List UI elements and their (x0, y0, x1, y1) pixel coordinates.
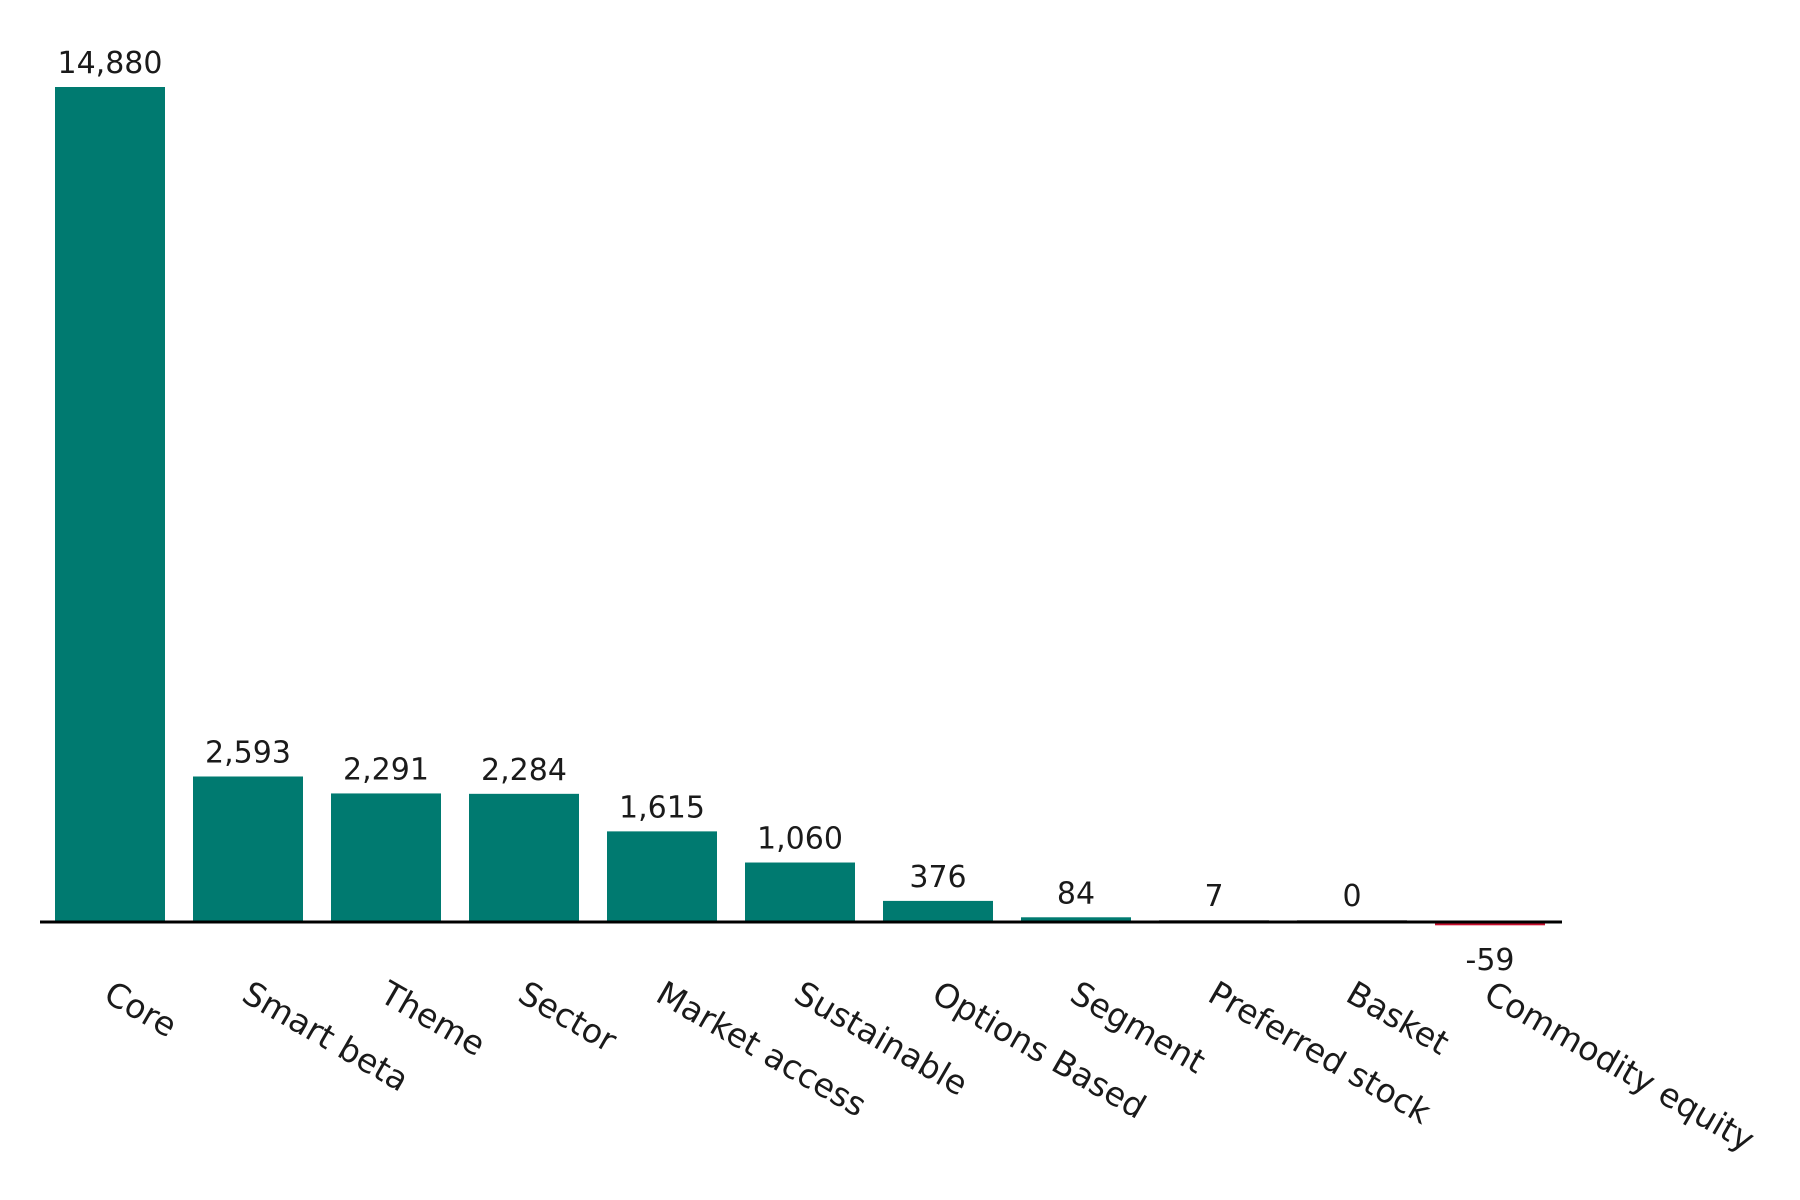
bar-options-based (883, 900, 993, 922)
value-label-options-based: 376 (909, 860, 966, 895)
category-label-commodity-equity: Commodity equity (1478, 973, 1761, 1159)
bars-group (55, 87, 1545, 926)
bar-commodity-equity (1435, 922, 1545, 926)
category-label-preferred-stock: Preferred stock (1202, 973, 1438, 1132)
bar-theme (331, 793, 441, 922)
value-label-commodity-equity: -59 (1466, 943, 1515, 978)
value-label-segment: 84 (1057, 876, 1095, 911)
category-label-theme: Theme (373, 973, 492, 1064)
bar-sustainable (745, 862, 855, 922)
value-label-smart-beta: 2,593 (205, 735, 291, 770)
bar-smart-beta (193, 776, 303, 922)
value-labels-group: 14,880 2,593 2,291 2,284 1,615 1,060 376 84 7 0 -5… (58, 46, 1515, 978)
value-label-core: 14,880 (58, 46, 163, 81)
value-label-theme: 2,291 (343, 752, 429, 787)
category-label-sector: Sector (512, 973, 624, 1060)
bar-segment (1021, 917, 1131, 922)
bar-market-access (607, 831, 717, 922)
value-label-basket: 0 (1342, 879, 1361, 914)
value-label-market-access: 1,615 (619, 790, 705, 825)
category-label-basket: Basket (1340, 973, 1456, 1062)
value-label-sector: 2,284 (481, 753, 567, 788)
value-label-sustainable: 1,060 (757, 822, 843, 857)
bar-sector (469, 793, 579, 922)
category-label-core: Core (98, 973, 184, 1045)
bar-core (55, 87, 165, 922)
value-label-preferred-stock: 7 (1204, 879, 1223, 914)
